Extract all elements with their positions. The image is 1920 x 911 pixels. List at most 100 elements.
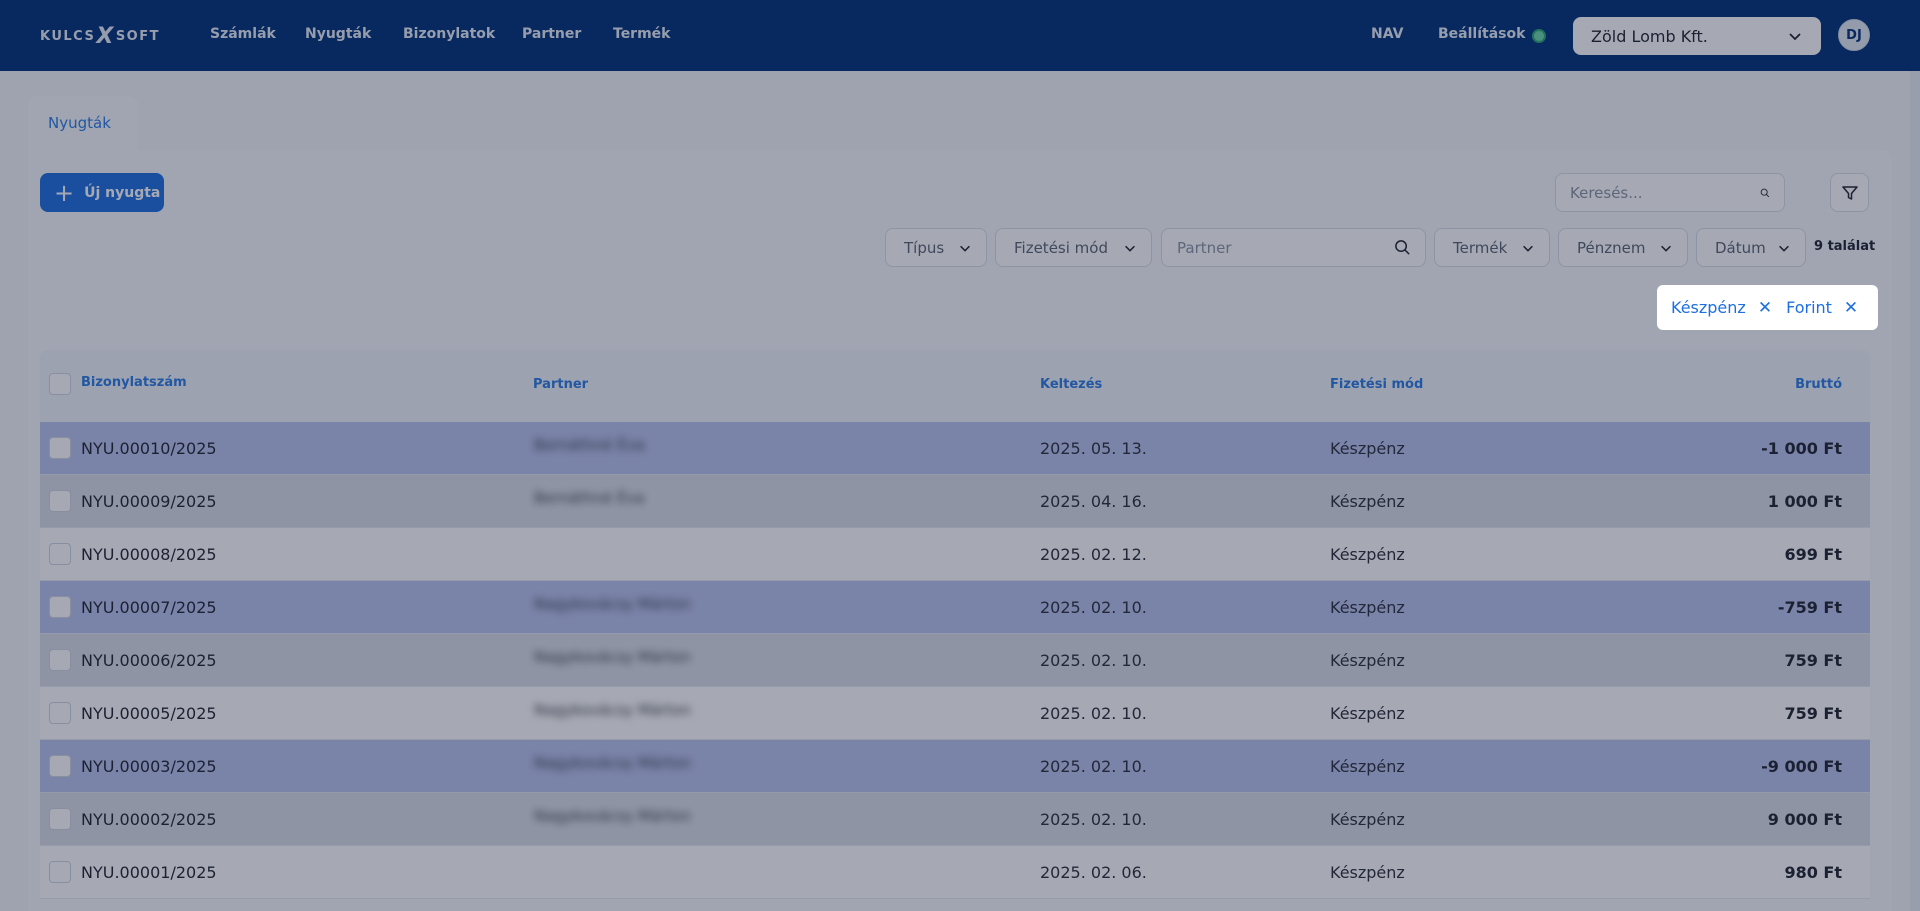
filter-icon <box>1841 185 1858 200</box>
column-header-gross[interactable]: Bruttó <box>1795 377 1842 392</box>
row-checkbox[interactable] <box>49 543 71 565</box>
chip-cash-label: Készpénz <box>1671 298 1746 317</box>
nav-item-szamlak[interactable]: Számlák <box>210 26 276 42</box>
filter-currency[interactable]: Pénznem <box>1558 228 1688 267</box>
column-header-partner[interactable]: Partner <box>533 377 589 392</box>
payment-cell: Készpénz <box>1330 492 1405 511</box>
filter-toggle-button[interactable] <box>1830 173 1869 212</box>
row-checkbox[interactable] <box>49 649 71 671</box>
partner-name-redacted <box>530 542 730 566</box>
date-cell: 2025. 05. 13. <box>1040 439 1147 458</box>
date-cell: 2025. 02. 06. <box>1040 863 1147 882</box>
row-checkbox[interactable] <box>49 596 71 618</box>
company-select[interactable]: Zöld Lomb Kft. <box>1573 17 1821 55</box>
top-navbar: KULCS X SOFT Számlák Nyugták Bizonylatok P… <box>0 0 1920 71</box>
table-row[interactable]: NYU.00007/2025 Nagykovácsy Márton 2025. … <box>40 581 1870 634</box>
partner-name-redacted: Nagykovácsy Márton <box>534 701 691 719</box>
row-checkbox[interactable] <box>49 755 71 777</box>
nav-item-partner[interactable]: Partner <box>522 26 582 42</box>
nav-item-settings[interactable]: Beállítások <box>1438 26 1526 42</box>
table-row[interactable]: NYU.00010/2025 Bernáthné Éva 2025. 05. 1… <box>40 422 1870 475</box>
doc-number: NYU.00003/2025 <box>81 757 217 776</box>
close-icon[interactable]: ✕ <box>1843 297 1859 318</box>
chevron-down-icon <box>1779 245 1789 252</box>
doc-number: NYU.00001/2025 <box>81 863 217 882</box>
filter-product[interactable]: Termék <box>1434 228 1550 267</box>
column-header-payment[interactable]: Fizetési mód <box>1330 377 1424 392</box>
row-checkbox[interactable] <box>49 861 71 883</box>
chip-forint[interactable]: Forint ✕ <box>1786 298 1858 318</box>
table-row[interactable]: NYU.00001/2025 2025. 02. 06. Készpénz 98… <box>40 846 1870 899</box>
close-icon[interactable]: ✕ <box>1757 297 1773 318</box>
date-cell: 2025. 02. 12. <box>1040 545 1147 564</box>
row-checkbox[interactable] <box>49 702 71 724</box>
row-checkbox[interactable] <box>49 437 71 459</box>
kulcssoft-logo[interactable]: KULCS X SOFT <box>40 23 160 49</box>
status-indicator-icon <box>1532 29 1546 43</box>
search-input[interactable] <box>1570 183 1760 202</box>
nav-item-nav[interactable]: NAV <box>1371 26 1404 42</box>
gross-cell: 980 Ft <box>1784 863 1842 882</box>
gross-cell: 9 000 Ft <box>1767 810 1842 829</box>
gross-cell: -759 Ft <box>1777 598 1842 617</box>
filter-product-label: Termék <box>1453 238 1508 257</box>
search-icon[interactable] <box>1394 239 1411 256</box>
payment-cell: Készpénz <box>1330 598 1405 617</box>
column-header-date[interactable]: Keltezés <box>1040 377 1103 392</box>
table-header: Bizonylatszám Partner Keltezés Fizetési … <box>40 350 1870 422</box>
chip-forint-label: Forint <box>1786 298 1832 317</box>
page-scrollbar[interactable] <box>1910 71 1920 911</box>
table-row[interactable]: NYU.00009/2025 Bernáthné Éva 2025. 04. 1… <box>40 475 1870 528</box>
filter-type-label: Típus <box>904 238 945 257</box>
partner-filter-input[interactable] <box>1177 238 1377 257</box>
user-avatar[interactable]: DJ <box>1838 19 1870 51</box>
filter-date-label: Dátum <box>1715 238 1766 257</box>
chevron-down-icon <box>1523 245 1533 252</box>
payment-cell: Készpénz <box>1330 439 1405 458</box>
payment-cell: Készpénz <box>1330 545 1405 564</box>
table-row[interactable]: NYU.00006/2025 Nagykovácsy Márton 2025. … <box>40 634 1870 687</box>
receipts-table: Bizonylatszám Partner Keltezés Fizetési … <box>40 350 1870 899</box>
date-cell: 2025. 02. 10. <box>1040 598 1147 617</box>
gross-cell: -1 000 Ft <box>1761 439 1842 458</box>
chevron-down-icon <box>1661 245 1671 252</box>
search-field[interactable] <box>1555 173 1785 212</box>
nav-item-bizonylatok[interactable]: Bizonylatok <box>403 26 496 42</box>
date-cell: 2025. 02. 10. <box>1040 651 1147 670</box>
doc-number: NYU.00007/2025 <box>81 598 217 617</box>
table-row[interactable]: NYU.00003/2025 Nagykovácsy Márton 2025. … <box>40 740 1870 793</box>
new-receipt-label: Új nyugta <box>84 184 161 201</box>
filter-partner[interactable] <box>1161 228 1426 267</box>
nav-item-termek[interactable]: Termék <box>613 26 671 42</box>
payment-cell: Készpénz <box>1330 757 1405 776</box>
new-receipt-button[interactable]: + Új nyugta <box>40 173 164 212</box>
row-checkbox[interactable] <box>49 808 71 830</box>
nav-item-nyugtak[interactable]: Nyugták <box>305 26 372 42</box>
column-header-doc[interactable]: Bizonylatszám <box>81 375 187 390</box>
gross-cell: 1 000 Ft <box>1767 492 1842 511</box>
select-all-checkbox[interactable] <box>49 373 71 395</box>
result-count: 9 találat <box>1814 239 1876 254</box>
row-checkbox[interactable] <box>49 490 71 512</box>
partner-name-redacted: Bernáthné Éva <box>534 489 645 507</box>
doc-number: NYU.00009/2025 <box>81 492 217 511</box>
chevron-down-icon <box>1789 33 1801 41</box>
filter-payment-method[interactable]: Fizetési mód <box>995 228 1152 267</box>
partner-name-redacted <box>530 860 730 884</box>
doc-number: NYU.00002/2025 <box>81 810 217 829</box>
doc-number: NYU.00005/2025 <box>81 704 217 723</box>
gross-cell: -9 000 Ft <box>1761 757 1842 776</box>
filter-date[interactable]: Dátum <box>1696 228 1806 267</box>
doc-number: NYU.00006/2025 <box>81 651 217 670</box>
search-icon[interactable] <box>1760 184 1770 202</box>
chevron-down-icon <box>1125 245 1135 252</box>
table-row[interactable]: NYU.00008/2025 2025. 02. 12. Készpénz 69… <box>40 528 1870 581</box>
plus-icon: + <box>54 178 75 207</box>
payment-cell: Készpénz <box>1330 863 1405 882</box>
table-row[interactable]: NYU.00005/2025 Nagykovácsy Márton 2025. … <box>40 687 1870 740</box>
table-row[interactable]: NYU.00002/2025 Nagykovácsy Márton 2025. … <box>40 793 1870 846</box>
tab-nyugtak[interactable]: Nyugták <box>28 96 138 150</box>
chevron-down-icon <box>960 245 970 252</box>
filter-type[interactable]: Típus <box>885 228 987 267</box>
chip-cash[interactable]: Készpénz ✕ <box>1671 298 1772 318</box>
